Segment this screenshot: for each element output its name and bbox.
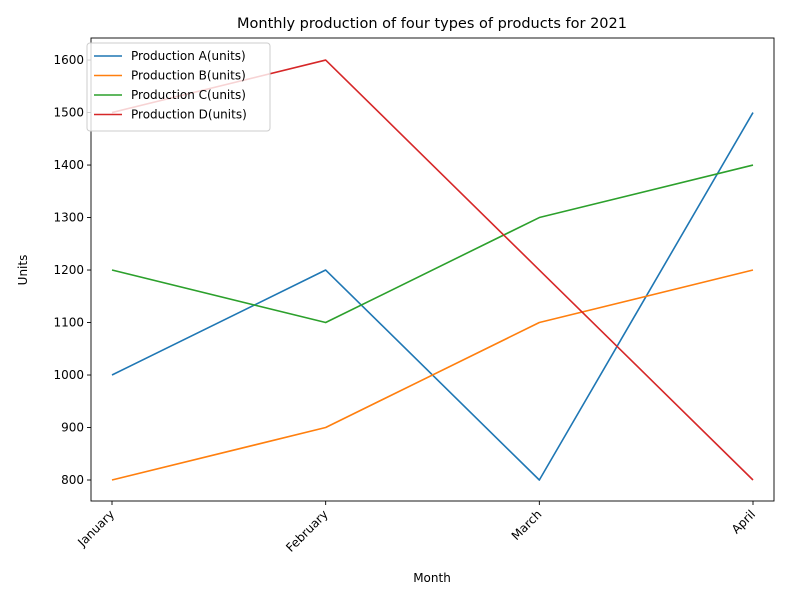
x-tick-label: March xyxy=(509,507,545,543)
chart-title: Monthly production of four types of prod… xyxy=(237,16,627,32)
legend-label: Production A(units) xyxy=(131,49,246,63)
y-tick-label: 1500 xyxy=(53,106,84,120)
legend-box xyxy=(86,42,271,132)
x-tick-label: April xyxy=(729,507,758,536)
x-tick-label: February xyxy=(283,507,331,555)
y-tick-label: 1300 xyxy=(53,211,84,225)
x-axis: January February March April xyxy=(74,501,758,555)
y-tick-label: 800 xyxy=(61,473,84,487)
y-tick-label: 1400 xyxy=(53,158,84,172)
legend-label: Production D(units) xyxy=(131,108,247,122)
legend: Production A(units) Production B(units) Pr… xyxy=(86,42,271,132)
legend-label: Production B(units) xyxy=(131,69,246,83)
y-tick-label: 1600 xyxy=(53,53,84,67)
plot-frame xyxy=(90,37,775,502)
y-tick-label: 1100 xyxy=(53,316,84,330)
y-tick-label: 900 xyxy=(61,421,84,435)
y-tick-label: 1200 xyxy=(53,263,84,277)
series-line-c xyxy=(111,164,754,324)
y-axis: 800 900 1000 1100 1200 1300 1400 1500 1600 xyxy=(53,53,91,487)
x-tick-label: January xyxy=(74,507,117,550)
x-axis-title: Month xyxy=(413,571,451,585)
series-line-a xyxy=(111,112,754,481)
series-line-b xyxy=(111,269,754,481)
y-axis-title: Units xyxy=(16,255,30,286)
legend-label: Production C(units) xyxy=(131,88,246,102)
y-tick-label: 1000 xyxy=(53,368,84,382)
